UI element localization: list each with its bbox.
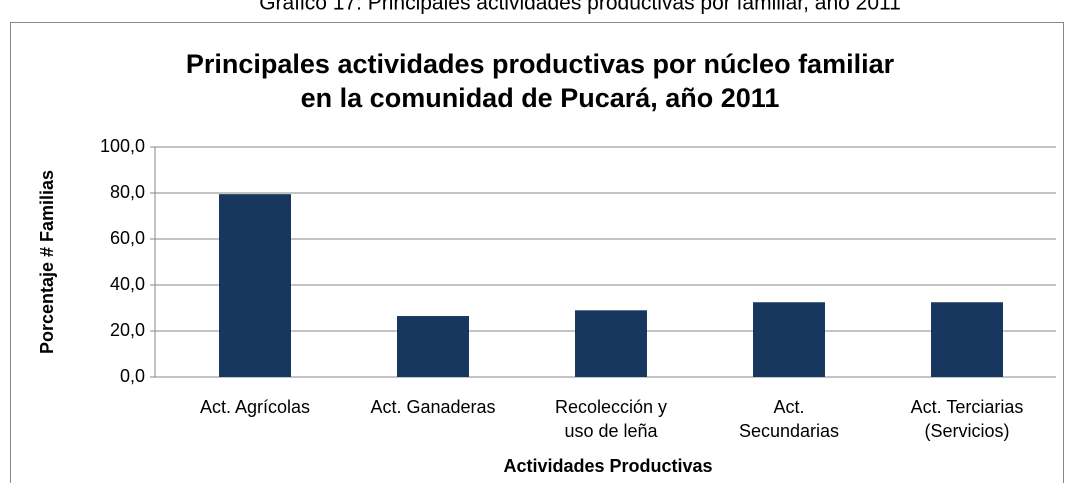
x-tick-label-line: (Servicios) [924,421,1009,441]
x-tick-label-line: Secundarias [739,421,839,441]
y-tick-label: 40,0 [110,274,145,294]
chart-title: en la comunidad de Pucará, año 2011 [301,83,780,113]
x-tick-label-line: uso de leña [564,421,658,441]
x-tick-label-line: Act. Ganaderas [370,397,495,417]
y-tick-label: 80,0 [110,182,145,202]
x-tick-label: Act. Terciarias (Servicios) [911,397,1024,441]
chart-title: Principales actividades productivas por … [186,49,895,79]
y-tick-label: 20,0 [110,320,145,340]
bar [397,316,469,377]
x-tick-label: Act. Agrícolas [200,397,310,417]
bar [753,302,825,377]
x-tick-label-line: Recolección y [555,397,667,417]
x-tick-label-line: Act. Agrícolas [200,397,310,417]
bar [931,302,1003,377]
y-tick-label: 0,0 [120,366,145,386]
chart-frame [10,22,1064,483]
y-tick-label: 60,0 [110,228,145,248]
bar [219,194,291,377]
x-tick-label: Recolección y uso de leña [555,397,667,441]
x-tick-label: Act. Ganaderas [370,397,495,417]
bar [575,310,647,377]
x-tick-label-line: Act. [773,397,804,417]
y-tick-label: 100,0 [100,136,145,156]
x-tick-label-line: Act. Terciarias [911,397,1024,417]
caption: Gráfico 17: Principales actividades prod… [259,0,901,15]
x-tick-label: Act. Secundarias [739,397,839,441]
y-axis-label: Porcentaje # Familias [37,170,57,354]
x-axis-label: Actividades Productivas [503,456,712,476]
